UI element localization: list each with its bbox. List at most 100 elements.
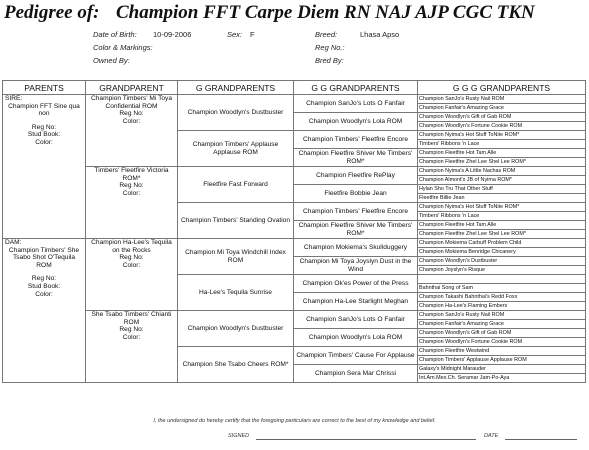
grandparent-color: Color: (122, 117, 141, 125)
gg-grandparent-cell: Champion Woodlyn's Lola ROM (293, 112, 418, 131)
ggg-grandparent-cell: Champion Fanfair's Amazing Grace (417, 319, 586, 329)
signed-label: SIGNED (228, 433, 250, 439)
ggg-grandparent-cell: Timbers' Ribbons 'n Lace (417, 139, 586, 149)
ggg-grandparent-cell: Champion Fanfair's Amazing Grace (417, 103, 586, 113)
grandparent-name: Champion Timbers' Mi Toya Confidential R… (90, 95, 173, 110)
ggg-grandparent-cell: Champion Woodlyn's Gift of Gab ROM (417, 112, 586, 122)
owned-by-label: Owned By: (93, 56, 130, 65)
ggg-grandparent-cell: Timbers' Ribbons 'n Lace (417, 211, 586, 221)
dam-color: Color: (35, 290, 53, 298)
sire-role: SIRE: (5, 95, 23, 103)
ggg-grandparent-cell: Champion Nyima's Hot Stuff ToNite ROM* (417, 130, 586, 140)
pedigree-table: PARENTS GRANDPARENT G GRANDPARENTS G G G… (2, 80, 586, 383)
grandparent-color: Color: (122, 189, 141, 197)
ggg-grandparent-cell: Int.Am.Mex.Ch. Seramar Jam-Po-Aya (417, 373, 586, 383)
grandparent-cell: Champion Timbers' Mi Toya Confidential R… (85, 94, 178, 167)
grandparent-regno: Reg No: (119, 182, 144, 190)
ggg-grandparent-cell: Bahnthai Song of Sam (417, 283, 586, 293)
ggg-grandparent-cell: Champion Woodlyn's Gift of Gab ROM (417, 328, 586, 338)
ggg-grandparent-cell: Galaxy's Midnight Marauder (417, 364, 586, 374)
table-header-row: PARENTS GRANDPARENT G GRANDPARENTS G G G… (2, 80, 586, 95)
grandparent-regno: Reg No: (119, 110, 144, 118)
gg-grandparent-cell: Champion Timbers' Cause For Applause (293, 346, 418, 365)
gg-grandparent-cell: Champion Timbers' Fleetfire Encore (293, 202, 418, 221)
dob-value: 10-09-2006 (153, 30, 192, 39)
grandparent-name: Champion Ha-Lee's Tequila on the Rocks (91, 239, 172, 254)
g-grandparent-cell: Champion Timbers' Applause Applause ROM (177, 130, 294, 167)
ggg-grandparent-cell: Champion Woodlyn's Dustbuster (417, 256, 586, 266)
certification-statement: I, the undersigned do hereby certify tha… (153, 418, 436, 424)
sire-color: Color: (35, 138, 53, 146)
grandparent-color: Color: (122, 333, 141, 341)
grandparent-name: She Tsabo Timbers' Chianti ROM (91, 311, 172, 326)
sire-cell: SIRE: Champion FFT Sine qua non Reg No: … (2, 94, 86, 239)
gg-grandparent-cell: Champion Fleetfire RePlay (293, 166, 418, 185)
ggg-grandparent-cell: Champion Woodlyn's Fortune Cookie ROM (417, 337, 586, 347)
gg-grandparent-cell: Champion Woodlyn's Lola ROM (293, 328, 418, 347)
breed-value: Lhasa Apso (360, 30, 400, 39)
g-grandparent-cell: Ha-Lee's Tequila Sunrise (177, 274, 294, 311)
regno-label: Reg No.: (315, 43, 345, 52)
sex-value: F (250, 30, 255, 39)
g-grandparent-cell: Champion Woodlyn's Dustbuster (177, 310, 294, 347)
ggg-grandparent-cell: Champion Fleetfire Zhel Lee Shel Lee ROM… (417, 157, 586, 167)
col-grandparent: GRANDPARENT (85, 80, 178, 95)
g-grandparent-cell: Fleetfire Fast Forward (177, 166, 294, 203)
g-grandparent-cell: Champion Timbers' Standing Ovation (177, 202, 294, 239)
grandparent-cell: Timbers' Fleetfire Victoria ROM* Reg No:… (85, 166, 178, 239)
dam-role: DAM: (5, 239, 22, 247)
breed-label: Breed: (315, 30, 338, 39)
grandparent-cell: Champion Ha-Lee's Tequila on the Rocks R… (85, 238, 178, 311)
grandparent-cell: She Tsabo Timbers' Chianti ROM Reg No: C… (85, 310, 178, 383)
ggg-grandparent-cell: Champion Almont's JB of Nyima ROM* (417, 175, 586, 185)
sex-label: Sex: (227, 30, 243, 39)
g-grandparent-cell: Champion Mi Toya Windchill Index ROM (177, 238, 294, 275)
ggg-grandparent-cell: Champion Timbers' Applause Applause ROM (417, 355, 586, 365)
date-label: DATE (484, 433, 499, 439)
ggg-grandparent-cell: Champion Woodlyn's Fortune Cookie ROM (417, 121, 586, 131)
color-markings-label: Color & Markings: (93, 43, 153, 52)
gg-grandparent-cell: Champion Timbers' Fleetfire Encore (293, 130, 418, 149)
gg-grandparent-cell: Champion SanJo's Lots O Fanfair (293, 310, 418, 329)
grandparent-name: Timbers' Fleetfire Victoria ROM* (94, 167, 169, 182)
gg-grandparent-cell: Champion Ha-Lee Starlight Meghan (293, 292, 418, 311)
ggg-grandparent-cell: Champion Nyima's Hot Stuff ToNite ROM* (417, 202, 586, 212)
gg-grandparent-cell: Champion Fleetfire Shiver Me Timbers' RO… (293, 220, 418, 239)
dam-regno: Reg No: (31, 275, 57, 283)
ggg-grandparent-cell: Champion Takashi Bahnthai's Redd Foxx (417, 292, 586, 302)
title-label: Pedigree of: (4, 2, 100, 23)
ggg-grandparent-cell: Champion Mokiema Benridge Chicanery (417, 247, 586, 257)
dam-name: Champion Timbers' She Tsabo Shot O'Tequi… (8, 246, 80, 269)
sire-studbook: Stud Book: (27, 131, 61, 139)
col-parents: PARENTS (2, 80, 86, 95)
gg-grandparent-cell: Champion Fleetfire Shiver Me Timbers' RO… (293, 148, 418, 167)
ggg-grandparent-cell: Champion Fleetfire Hot Tam Alle (417, 148, 586, 158)
dam-cell: DAM: Champion Timbers' She Tsabo Shot O'… (2, 238, 86, 383)
ggg-grandparent-cell: Champion SanJo's Rusty Nail ROM (417, 94, 586, 104)
sire-name: Champion FFT Sine qua non (8, 102, 80, 118)
ggg-grandparent-cell: Champion SanJo's Rusty Nail ROM (417, 310, 586, 320)
gg-grandparent-cell: Champion Ok'es Power of the Press (293, 274, 418, 293)
dam-studbook: Stud Book: (27, 282, 61, 290)
ggg-grandparent-cell: Champion Mokiema Carbuff Problem Child (417, 238, 586, 248)
gg-grandparent-cell: Champion Mi Toya Joyslyn Dust in the Win… (293, 256, 418, 275)
ggg-grandparent-cell: Champion Fleetfire Zhel Lee Shel Lee ROM… (417, 229, 586, 239)
bred-by-label: Bred By: (315, 56, 344, 65)
dob-label: Date of Birth: (93, 30, 137, 39)
ggg-grandparent-cell: Champion Fleetfire Westwind (417, 346, 586, 356)
g-grandparent-cell: Champion Woodlyn's Dustbuster (177, 94, 294, 131)
sire-regno: Reg No: (31, 123, 57, 131)
dog-name: Champion FFT Carpe Diem RN NAJ AJP CGC T… (116, 2, 535, 23)
grandparent-color: Color: (122, 261, 141, 269)
ggg-grandparent-cell: Hylan Sho Tru That Other Stuff (417, 184, 586, 194)
ggg-grandparent-cell: Champion Fleetfire Hot Tam Alle (417, 220, 586, 230)
pedigree-title: Pedigree of: Champion FFT Carpe Diem RN N… (4, 2, 535, 24)
gg-grandparent-cell: Champion SanJo's Lots O Fanfair (293, 94, 418, 113)
ggg-grandparent-cell: Champion Nyima's A Little Nachas ROM (417, 166, 586, 176)
date-line (505, 439, 577, 440)
ggg-grandparent-cell (417, 274, 586, 284)
grandparent-regno: Reg No: (119, 254, 144, 262)
g-grandparent-cell: Champion She Tsabo Cheers ROM* (177, 346, 294, 383)
col-g-grandparents: G GRANDPARENTS (177, 80, 294, 95)
col-gg-grandparents: G G GRANDPARENTS (293, 80, 418, 95)
